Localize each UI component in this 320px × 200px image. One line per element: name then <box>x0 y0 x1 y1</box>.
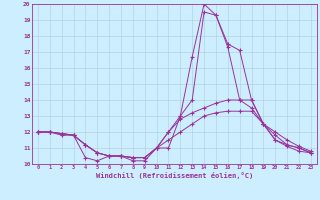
X-axis label: Windchill (Refroidissement éolien,°C): Windchill (Refroidissement éolien,°C) <box>96 172 253 179</box>
